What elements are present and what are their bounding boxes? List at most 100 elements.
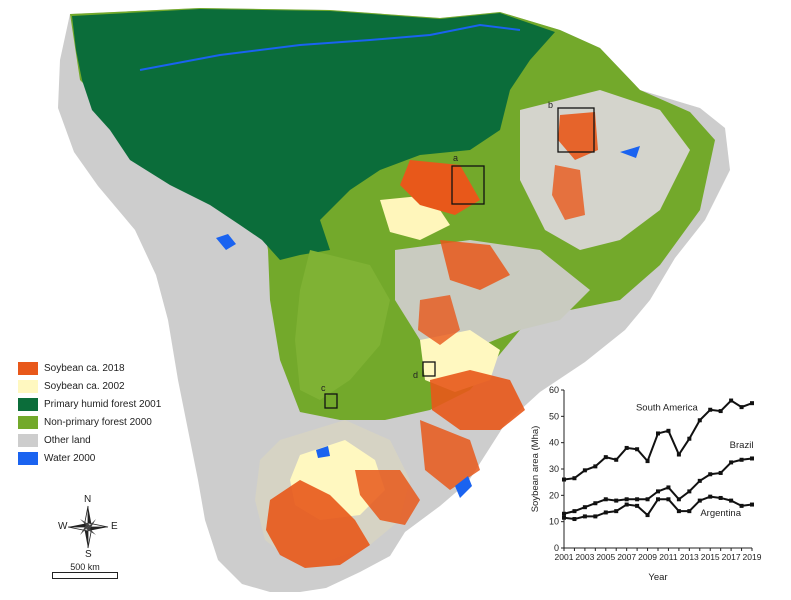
legend-item-non-primary-forest: Non-primary forest 2000 bbox=[18, 414, 208, 431]
x-tick-label: 2015 bbox=[701, 552, 720, 562]
legend-label: Non-primary forest 2000 bbox=[44, 417, 152, 428]
data-point bbox=[572, 476, 577, 481]
data-point bbox=[739, 405, 744, 410]
legend-label: Soybean ca. 2002 bbox=[44, 381, 125, 392]
x-tick-label: 2019 bbox=[743, 552, 762, 562]
data-point bbox=[582, 514, 587, 519]
legend-label: Primary humid forest 2001 bbox=[44, 399, 162, 410]
study-area-box-b bbox=[557, 107, 595, 153]
data-point bbox=[729, 498, 734, 503]
data-point bbox=[750, 401, 754, 406]
legend-item-primary-forest: Primary humid forest 2001 bbox=[18, 396, 208, 413]
data-point bbox=[593, 514, 598, 519]
data-point bbox=[697, 478, 702, 483]
x-tick-label: 2013 bbox=[680, 552, 699, 562]
rio-plata-lake bbox=[316, 446, 330, 458]
legend-swatch bbox=[18, 434, 38, 447]
legend-swatch bbox=[18, 416, 38, 429]
study-area-label-c: c bbox=[321, 383, 326, 393]
study-area-box-c bbox=[324, 393, 338, 409]
data-point bbox=[739, 457, 744, 462]
chaco-forest-region bbox=[295, 250, 390, 400]
data-point bbox=[624, 445, 629, 450]
x-tick-label: 2009 bbox=[638, 552, 657, 562]
study-area-box-d bbox=[422, 361, 436, 377]
data-point bbox=[603, 497, 608, 502]
x-axis-label: Year bbox=[648, 572, 667, 583]
legend-swatch bbox=[18, 362, 38, 375]
data-point bbox=[562, 511, 566, 516]
x-tick-label: 2017 bbox=[722, 552, 741, 562]
data-point bbox=[687, 436, 692, 441]
legend-label: Other land bbox=[44, 435, 91, 446]
soybean-2018-south-brazil bbox=[420, 420, 480, 490]
compass-rose: N S W E bbox=[58, 494, 118, 560]
data-point bbox=[635, 497, 640, 502]
y-tick-label: 60 bbox=[549, 385, 559, 395]
data-point bbox=[572, 509, 577, 514]
compass-west-label: W bbox=[58, 521, 68, 532]
series-label: Brazil bbox=[730, 440, 754, 451]
soybean-2018-entre-rios bbox=[355, 470, 420, 525]
y-tick-label: 30 bbox=[549, 464, 559, 474]
amazon-river bbox=[139, 23, 521, 71]
data-point bbox=[635, 503, 640, 508]
data-point bbox=[697, 418, 702, 423]
legend-item-water: Water 2000 bbox=[18, 450, 208, 467]
data-point bbox=[708, 472, 713, 477]
data-point bbox=[603, 510, 608, 515]
legend-label: Water 2000 bbox=[44, 453, 96, 464]
data-point bbox=[593, 464, 598, 469]
data-point bbox=[582, 468, 587, 473]
data-point bbox=[562, 477, 566, 482]
data-point bbox=[718, 409, 723, 414]
data-point bbox=[624, 502, 629, 507]
x-tick-label: 2005 bbox=[596, 552, 615, 562]
legend-item-soybean-2002: Soybean ca. 2002 bbox=[18, 378, 208, 395]
map-legend: Soybean ca. 2018 Soybean ca. 2002 Primar… bbox=[18, 360, 208, 468]
soybean-2018-parana bbox=[430, 370, 525, 430]
data-point bbox=[676, 497, 681, 502]
data-point bbox=[614, 509, 619, 514]
legend-swatch bbox=[18, 380, 38, 393]
x-tick-label: 2003 bbox=[575, 552, 594, 562]
data-point bbox=[656, 497, 660, 502]
data-point bbox=[624, 497, 629, 502]
study-area-label-d: d bbox=[413, 370, 419, 380]
y-tick-label: 0 bbox=[554, 543, 559, 553]
legend-swatch bbox=[18, 452, 38, 465]
study-area-label-a: a bbox=[453, 153, 459, 163]
soybean-2018-goias bbox=[440, 240, 510, 290]
data-point bbox=[718, 495, 723, 500]
y-tick-label: 40 bbox=[549, 438, 559, 448]
data-point bbox=[687, 489, 692, 494]
data-point bbox=[676, 452, 681, 457]
data-point bbox=[687, 509, 692, 514]
data-point bbox=[750, 456, 754, 461]
compass-star-icon bbox=[67, 505, 109, 549]
data-point bbox=[572, 517, 577, 522]
legend-item-other-land: Other land bbox=[18, 432, 208, 449]
x-tick-label: 2007 bbox=[617, 552, 636, 562]
data-point bbox=[645, 459, 650, 464]
lake-titicaca bbox=[216, 234, 236, 250]
data-point bbox=[582, 505, 587, 510]
soybean-2018-pampas bbox=[266, 480, 370, 568]
data-point bbox=[656, 489, 660, 494]
data-point bbox=[708, 407, 713, 412]
y-tick-label: 20 bbox=[549, 490, 559, 500]
data-point bbox=[729, 460, 734, 465]
data-point bbox=[614, 457, 619, 462]
data-point bbox=[593, 501, 598, 506]
data-point bbox=[666, 485, 671, 490]
y-tick-label: 50 bbox=[549, 411, 559, 421]
northeast-reservoir bbox=[620, 146, 640, 158]
legend-label: Soybean ca. 2018 bbox=[44, 363, 125, 374]
scale-label: 500 km bbox=[70, 562, 100, 572]
series-label: South America bbox=[636, 402, 698, 413]
x-tick-label: 2011 bbox=[659, 552, 678, 562]
data-point bbox=[666, 497, 671, 502]
data-point bbox=[603, 455, 608, 460]
